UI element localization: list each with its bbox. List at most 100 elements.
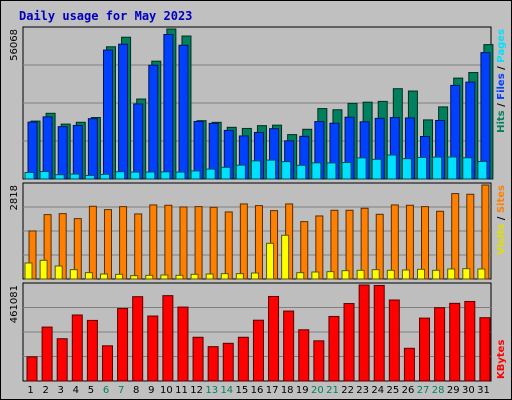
bar-pages-day-31 [477,160,488,180]
bar-pages-day-27 [417,156,428,180]
legend-entry: / [496,213,507,220]
bar-kbytes-day-14 [222,342,234,382]
bar-kbytes-day-10 [162,295,174,382]
legend-entry: Sites [496,185,507,213]
bar-sites-day-22 [341,270,350,280]
bar-sites-day-9 [145,274,154,280]
bar-visits-day-23 [360,207,369,280]
bar-pages-day-19 [296,164,307,180]
bar-pages-day-17 [266,159,277,180]
bar-sites-day-13 [205,273,214,280]
day-label: 19 [296,385,309,396]
bar-pages-day-5 [84,174,95,180]
bar-sites-day-8 [130,275,139,280]
bar-visits-day-8 [134,213,143,280]
bar-visits-day-22 [345,209,354,280]
bar-pages-day-25 [386,154,397,180]
bar-visits-day-28 [436,210,445,280]
bar-kbytes-day-29 [449,302,461,382]
bar-sites-day-1 [24,262,33,280]
bar-files-day-1 [27,121,38,180]
bar-kbytes-day-13 [207,346,219,382]
bar-pages-day-7 [115,171,126,180]
day-label: 4 [73,385,79,396]
bar-visits-day-19 [300,221,309,280]
bar-sites-day-14 [220,273,229,280]
bar-kbytes-day-11 [177,306,189,382]
bar-kbytes-day-5 [86,319,98,382]
bar-pages-day-13 [205,168,216,180]
day-label: 31 [477,385,490,396]
bar-visits-day-12 [194,206,203,280]
bar-files-day-5 [87,118,98,180]
bar-sites-day-2 [39,259,48,280]
day-label: 15 [236,385,249,396]
bar-kbytes-day-17 [268,295,280,382]
bar-visits-day-13 [209,206,218,280]
bar-pages-day-11 [175,171,186,180]
day-label: 11 [175,385,188,396]
bar-visits-day-21 [330,209,339,280]
day-label: 27 [417,385,430,396]
bar-kbytes-day-2 [41,326,53,382]
day-label: 12 [190,385,203,396]
bar-files-day-9 [148,64,159,180]
axis-max-label: 56068 [9,29,20,61]
day-label: 10 [160,385,173,396]
bar-kbytes-day-8 [132,296,144,382]
bar-pages-day-28 [432,156,443,180]
bar-kbytes-day-16 [252,319,264,382]
bar-pages-day-18 [281,161,292,180]
bar-files-day-2 [42,116,53,180]
bar-files-day-6 [102,49,113,180]
bar-visits-day-14 [224,211,233,280]
bar-sites-day-11 [175,274,184,280]
bar-sites-day-16 [250,272,259,280]
day-label: 13 [205,385,218,396]
bar-pages-day-23 [356,157,367,180]
bar-visits-day-9 [149,204,158,280]
bar-kbytes-day-7 [117,308,129,382]
bar-pages-day-15 [235,164,246,180]
bar-kbytes-day-27 [419,317,431,382]
bar-visits-day-7 [119,206,128,280]
bar-sites-day-18 [281,234,290,280]
legend-hits-files-pages: Hits / Files / Pages [496,29,507,133]
day-label: 7 [118,385,124,396]
bar-kbytes-day-20 [313,340,325,382]
bar-pages-day-10 [160,171,171,180]
bar-kbytes-day-3 [56,338,68,382]
bar-files-day-12 [193,120,204,180]
bar-pages-day-21 [326,162,337,180]
bar-sites-day-21 [326,271,335,280]
bar-kbytes-day-23 [358,284,370,382]
bar-sites-day-6 [99,273,108,280]
bar-pages-day-12 [190,170,201,180]
bar-kbytes-day-31 [479,317,491,382]
day-label: 6 [103,385,109,396]
bar-sites-day-25 [386,269,395,280]
bar-kbytes-day-18 [283,310,295,382]
legend-kbytes: KBytes [496,340,507,379]
day-label: 3 [58,385,64,396]
bar-sites-day-19 [296,272,305,280]
day-label: 22 [341,385,354,396]
day-label: 8 [133,385,139,396]
bar-pages-day-9 [145,171,156,180]
bar-sites-day-5 [84,272,93,280]
bar-sites-day-27 [417,268,426,280]
bar-files-day-10 [163,34,174,180]
day-label: 1 [27,385,33,396]
bar-sites-day-28 [432,269,441,280]
day-label: 29 [447,385,460,396]
bar-kbytes-day-28 [434,307,446,382]
bar-sites-day-10 [160,274,169,280]
bar-sites-day-15 [235,273,244,280]
day-label: 26 [402,385,415,396]
bar-pages-day-3 [54,174,65,180]
bar-pages-day-4 [69,173,80,180]
bar-sites-day-26 [401,269,410,280]
bar-sites-day-7 [115,273,124,280]
bar-kbytes-day-30 [464,300,476,382]
